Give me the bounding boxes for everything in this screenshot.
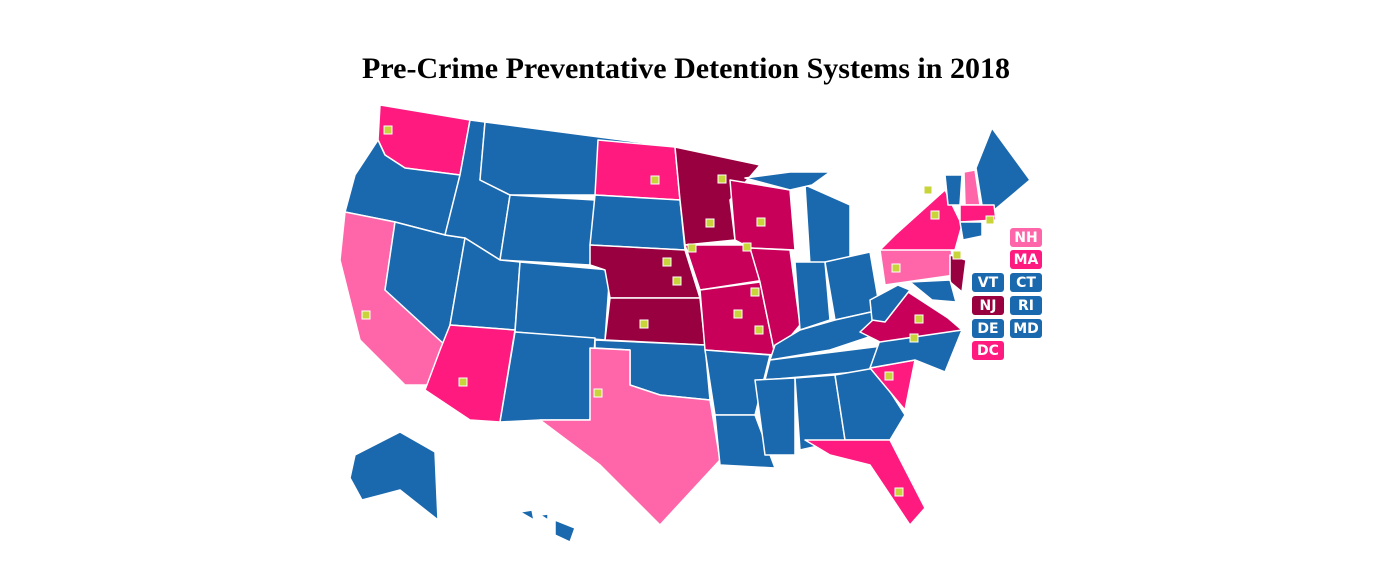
state	[714, 414, 776, 469]
state	[499, 331, 596, 423]
state	[349, 431, 439, 521]
label-box	[1010, 228, 1042, 247]
state	[744, 171, 831, 191]
marker	[742, 242, 752, 252]
state	[869, 284, 911, 323]
state	[499, 194, 596, 266]
label-box	[1010, 273, 1042, 292]
marker	[383, 125, 393, 135]
state	[594, 139, 681, 201]
state-label: NJ	[980, 298, 997, 314]
label-box	[972, 273, 1004, 292]
state	[729, 179, 796, 251]
state	[754, 377, 796, 456]
marker	[923, 185, 933, 195]
label-box	[972, 319, 1004, 338]
state	[879, 189, 963, 251]
marker	[750, 287, 760, 297]
marker	[884, 371, 894, 381]
state	[804, 184, 851, 266]
marker	[717, 174, 727, 184]
marker	[705, 218, 715, 228]
state	[834, 367, 906, 441]
state	[589, 194, 686, 251]
state	[804, 439, 926, 526]
label-box	[1010, 319, 1042, 338]
marker	[639, 319, 649, 329]
state	[975, 127, 1031, 213]
map-title: Pre-Crime Preventative Detention Systems…	[362, 52, 1010, 85]
label-box	[972, 341, 1004, 360]
state-label: RI	[1018, 298, 1034, 314]
marker	[650, 175, 660, 185]
marker	[672, 276, 682, 286]
state-label: CT	[1016, 275, 1036, 291]
state	[794, 261, 831, 331]
marker	[756, 217, 766, 227]
state	[944, 174, 963, 206]
state-label: MA	[1014, 252, 1039, 268]
small-state-labels: NH MA VT CT NJ RI DE MD DC	[972, 228, 1042, 360]
marker	[914, 314, 924, 324]
us-map	[339, 104, 1031, 543]
marker	[733, 309, 743, 319]
marker	[985, 215, 995, 225]
state	[514, 261, 611, 341]
state-label: MD	[1013, 321, 1039, 337]
state	[554, 519, 576, 543]
marker	[458, 377, 468, 387]
state	[959, 221, 983, 241]
label-box	[1010, 250, 1042, 269]
state-label: DC	[977, 343, 999, 359]
state-label: NH	[1014, 230, 1037, 246]
marker	[662, 257, 672, 267]
state	[604, 297, 706, 346]
marker	[361, 310, 371, 320]
marker	[593, 388, 603, 398]
marker	[909, 333, 919, 343]
marker	[952, 250, 962, 260]
state	[909, 279, 957, 303]
label-box	[972, 296, 1004, 315]
marker	[687, 243, 697, 253]
state-label: VT	[978, 275, 999, 291]
markers	[361, 125, 995, 497]
marker	[754, 325, 764, 335]
marker	[894, 487, 904, 497]
label-box	[1010, 296, 1042, 315]
marker	[930, 210, 940, 220]
state-label: DE	[977, 321, 998, 337]
state	[519, 509, 535, 521]
marker	[891, 263, 901, 273]
state	[539, 513, 549, 521]
